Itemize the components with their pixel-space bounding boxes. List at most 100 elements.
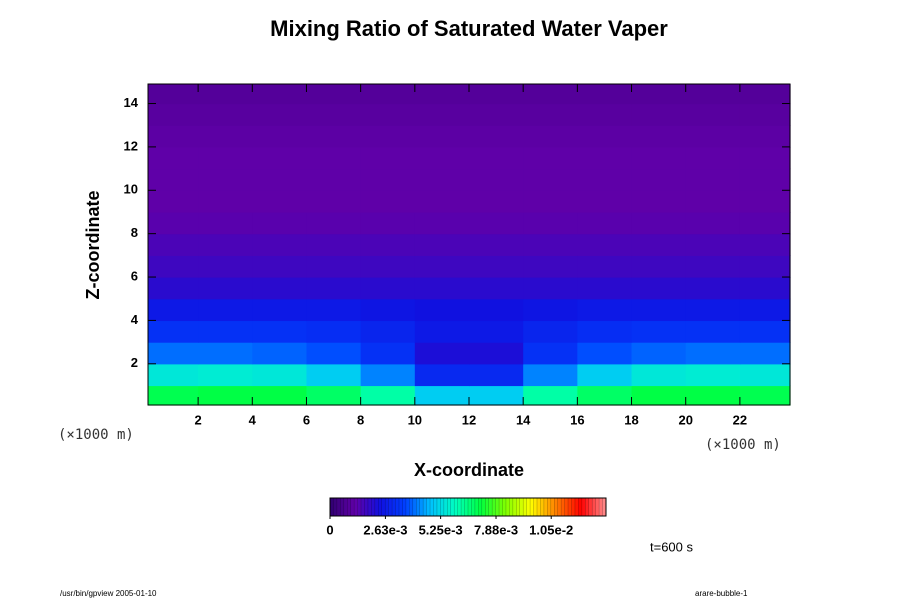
y-tick-label: 2 <box>131 355 138 370</box>
field-cell <box>360 298 416 322</box>
field-cell <box>523 320 578 343</box>
colorbar-swatch <box>588 498 593 516</box>
y-tick-label: 12 <box>124 138 138 153</box>
field-cell <box>148 125 199 148</box>
field-cell <box>198 190 253 213</box>
field-cell <box>414 233 470 256</box>
field-cell <box>631 255 687 278</box>
field-cell <box>685 146 741 170</box>
field-cell <box>360 233 416 256</box>
field-cell <box>148 146 199 170</box>
field-cell <box>469 125 524 148</box>
field-cell <box>414 190 470 213</box>
colorbar-swatch <box>471 498 476 516</box>
chart-title: Mixing Ratio of Saturated Water Vaper <box>270 16 668 41</box>
field-cell <box>414 211 470 235</box>
field-cell <box>469 298 524 322</box>
footer-left: /usr/bin/gpview 2005-01-10 <box>60 589 157 598</box>
colorbar-swatch <box>561 498 565 516</box>
x-units: (×1000 m) <box>705 437 781 453</box>
field-cell <box>577 277 633 300</box>
colorbar-swatch <box>481 498 486 516</box>
x-tick-label: 2 <box>194 412 201 427</box>
colorbar-swatch <box>381 498 386 516</box>
field-cell <box>523 363 578 387</box>
colorbar-swatch <box>550 498 555 516</box>
field-cell <box>360 146 416 170</box>
field-cell <box>252 103 308 126</box>
field-cell <box>631 385 687 406</box>
colorbar-tick-label: 1.05e-2 <box>529 522 573 537</box>
colorbar-swatch <box>543 498 548 516</box>
field-cell <box>631 190 687 213</box>
field-cell <box>252 211 308 235</box>
colorbar-swatch <box>554 498 558 516</box>
x-tick-label: 12 <box>462 412 476 427</box>
colorbar-swatch <box>340 498 345 516</box>
field-cell <box>523 233 578 256</box>
field-cell <box>148 211 199 235</box>
footer-right: arare-bubble-1 <box>695 589 748 598</box>
field-cell <box>198 84 253 105</box>
colorbar-swatch <box>399 498 403 516</box>
colorbar-swatch <box>388 498 393 516</box>
field-cell <box>148 342 199 365</box>
field-cell <box>577 168 633 191</box>
colorbar-swatch <box>505 498 510 516</box>
colorbar-swatch <box>492 498 496 516</box>
colorbar-tick-label: 0 <box>326 522 333 537</box>
field-cell <box>577 146 633 170</box>
colorbar-swatch <box>478 498 483 516</box>
field-cell <box>360 342 416 365</box>
field-cell <box>306 103 362 126</box>
colorbar-swatch <box>367 498 372 516</box>
field-cell <box>631 277 687 300</box>
field-cell <box>198 277 253 300</box>
field-cell <box>577 320 633 343</box>
field-cell <box>414 363 470 387</box>
field-cell <box>252 298 308 322</box>
field-cell <box>685 342 741 365</box>
y-tick-label: 14 <box>124 95 139 110</box>
field-cell <box>414 146 470 170</box>
field-cell <box>685 298 741 322</box>
colorbar: 0 2.63e-3 5.25e-3 7.88e-3 1.05e-2 <box>326 497 607 537</box>
field-cell <box>631 103 687 126</box>
colorbar-swatch <box>495 498 500 516</box>
field-cell <box>252 146 308 170</box>
colorbar-swatch <box>468 498 472 516</box>
y-tick-label: 6 <box>131 268 138 283</box>
field-cell <box>469 103 524 126</box>
field-cell <box>414 168 470 191</box>
colorbar-swatch <box>568 498 572 516</box>
field-cell <box>523 385 578 406</box>
colorbar-swatch <box>557 498 562 516</box>
field-cell <box>469 255 524 278</box>
field-cell <box>685 125 741 148</box>
x-tick-label: 18 <box>624 412 638 427</box>
field-cell <box>252 320 308 343</box>
field-cell <box>198 385 253 406</box>
colorbar-swatch <box>405 498 410 516</box>
colorbar-swatch <box>378 498 383 516</box>
field-cell <box>148 385 199 406</box>
field-cell <box>306 125 362 148</box>
field-cell <box>148 363 199 387</box>
field-cell <box>685 255 741 278</box>
field-cell <box>523 168 578 191</box>
field-cell <box>306 168 362 191</box>
colorbar-swatch <box>526 498 531 516</box>
field-cell <box>360 190 416 213</box>
colorbar-swatch <box>330 498 334 516</box>
field-cell <box>198 146 253 170</box>
colorbar-swatch <box>347 498 351 516</box>
field-cell <box>631 320 687 343</box>
field-cell <box>739 146 791 170</box>
colorbar-swatch <box>416 498 420 516</box>
field-cell <box>306 320 362 343</box>
colorbar-swatch <box>595 498 600 516</box>
x-tick-label: 8 <box>357 412 364 427</box>
field-cell <box>469 211 524 235</box>
colorbar-swatch <box>516 498 521 516</box>
